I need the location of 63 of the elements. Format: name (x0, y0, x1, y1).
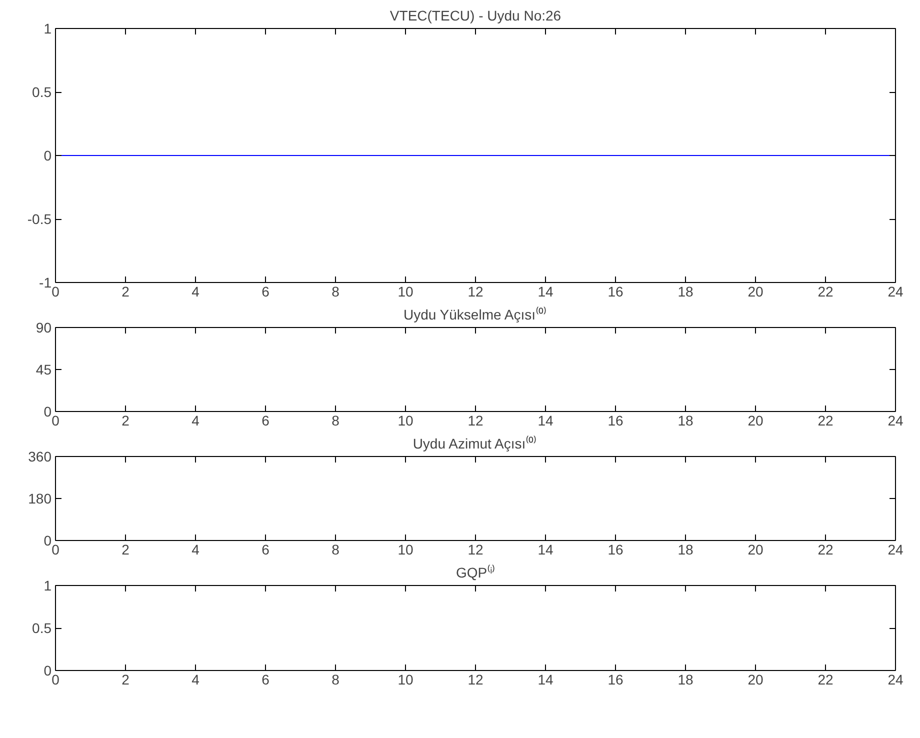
x-tick-label: 4 (192, 542, 200, 558)
x-tick-label: 16 (608, 672, 624, 688)
x-tick-label: 20 (748, 542, 764, 558)
chart-title: Uydu Azimut Açısı⁽⁰⁾ (412, 436, 537, 452)
x-tick-label: 2 (122, 672, 130, 688)
chart-title: Uydu Yükselme Açısı⁽⁰⁾ (403, 306, 547, 322)
y-tick-label: 45 (36, 362, 52, 378)
x-tick-label: 12 (468, 412, 484, 428)
x-tick-label: 8 (332, 412, 340, 428)
y-tick-label: 90 (36, 320, 52, 336)
x-tick-label: 16 (608, 412, 624, 428)
x-tick-label: 4 (192, 284, 200, 300)
x-tick-label: 20 (748, 672, 764, 688)
chart-title: GQP⁽ⁱ⁾ (456, 564, 496, 580)
x-tick-label: 12 (468, 284, 484, 300)
y-tick-label: -1 (39, 274, 52, 290)
x-tick-label: 14 (538, 672, 554, 688)
y-tick-label: 1 (44, 578, 52, 594)
x-tick-label: 10 (398, 672, 414, 688)
x-tick-label: 24 (888, 412, 904, 428)
x-tick-label: 22 (818, 284, 834, 300)
x-tick-label: 2 (122, 412, 130, 428)
x-tick-label: 10 (398, 542, 414, 558)
x-tick-label: 6 (262, 412, 270, 428)
x-tick-label: 18 (678, 672, 694, 688)
y-tick-label: 1 (44, 20, 52, 36)
x-tick-label: 22 (818, 542, 834, 558)
x-tick-label: 12 (468, 672, 484, 688)
x-tick-label: 6 (262, 284, 270, 300)
x-tick-label: 2 (122, 542, 130, 558)
x-tick-label: 6 (262, 672, 270, 688)
x-tick-label: 14 (538, 284, 554, 300)
x-tick-label: 6 (262, 542, 270, 558)
x-tick-label: 14 (538, 542, 554, 558)
y-tick-label: 360 (28, 448, 52, 464)
x-tick-label: 8 (332, 672, 340, 688)
y-tick-label: 180 (28, 490, 52, 506)
x-tick-label: 20 (748, 284, 764, 300)
x-tick-label: 8 (332, 284, 340, 300)
y-tick-label: -0.5 (27, 211, 52, 227)
x-tick-label: 22 (818, 412, 834, 428)
x-tick-label: 8 (332, 542, 340, 558)
y-tick-label: 0.5 (32, 620, 52, 636)
x-tick-label: 10 (398, 284, 414, 300)
x-tick-label: 24 (888, 672, 904, 688)
chart-title: VTEC(TECU) - Uydu No:26 (390, 8, 562, 24)
x-tick-label: 18 (678, 284, 694, 300)
x-tick-label: 18 (678, 542, 694, 558)
x-tick-label: 14 (538, 412, 554, 428)
x-tick-label: 24 (888, 542, 904, 558)
x-tick-label: 2 (122, 284, 130, 300)
y-tick-label: 0 (44, 148, 52, 164)
y-tick-label: 0.5 (32, 84, 52, 100)
x-tick-label: 16 (608, 284, 624, 300)
x-tick-label: 16 (608, 542, 624, 558)
x-tick-label: 24 (888, 284, 904, 300)
x-tick-label: 20 (748, 412, 764, 428)
x-tick-label: 22 (818, 672, 834, 688)
x-tick-label: 4 (192, 412, 200, 428)
x-tick-label: 12 (468, 542, 484, 558)
x-tick-label: 4 (192, 672, 200, 688)
x-tick-label: 18 (678, 412, 694, 428)
x-tick-label: 10 (398, 412, 414, 428)
